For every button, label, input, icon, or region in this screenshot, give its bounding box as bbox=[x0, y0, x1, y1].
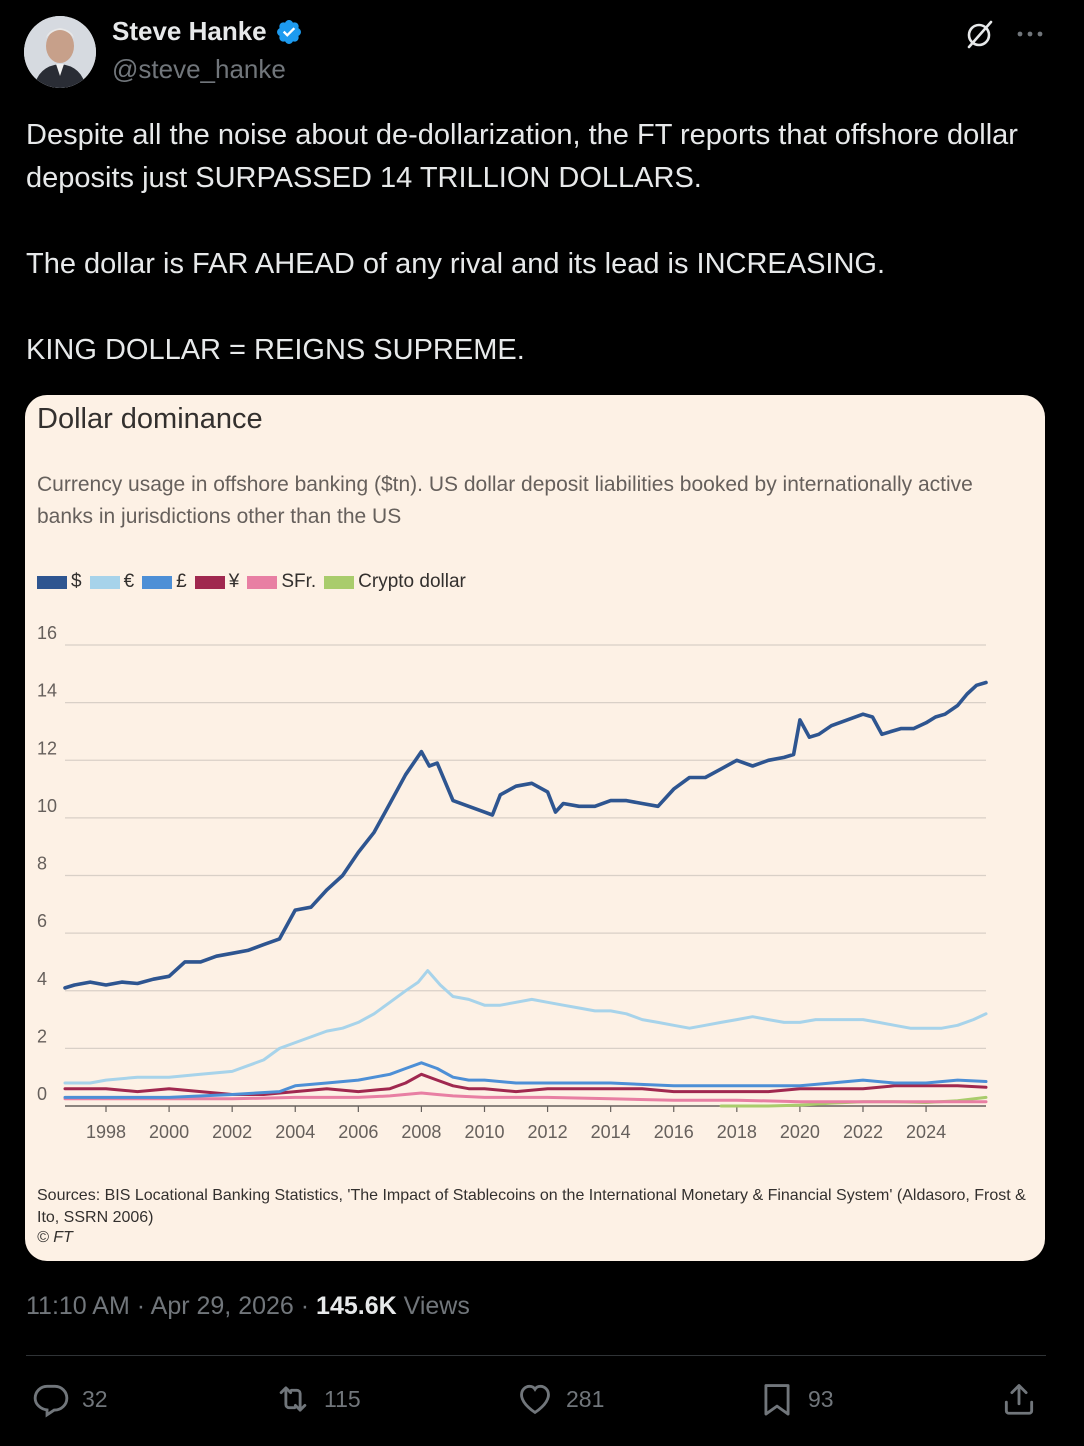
y-tick-label: 12 bbox=[37, 738, 57, 758]
reply-count: 32 bbox=[82, 1385, 108, 1412]
legend-item: SFr. bbox=[247, 571, 316, 593]
share-icon bbox=[1004, 1384, 1034, 1415]
tweet-time[interactable]: 11:10 AM bbox=[26, 1292, 130, 1320]
x-tick-label: 2000 bbox=[149, 1122, 189, 1142]
separator-dot: · bbox=[300, 1292, 310, 1320]
legend-swatch bbox=[247, 575, 278, 589]
y-tick-label: 16 bbox=[37, 623, 57, 643]
x-tick-label: 2014 bbox=[591, 1122, 631, 1142]
legend-item: £ bbox=[142, 571, 187, 593]
separator-dot: · bbox=[136, 1292, 146, 1320]
legend-label: Crypto dollar bbox=[358, 571, 466, 592]
author-handle[interactable]: @steve_hanke bbox=[112, 54, 286, 84]
legend-swatch bbox=[37, 575, 67, 589]
x-tick-label: 2024 bbox=[906, 1122, 946, 1142]
legend-swatch bbox=[89, 575, 120, 589]
chart-subtitle: Currency usage in offshore banking ($tn)… bbox=[37, 473, 973, 528]
legend-label: € bbox=[123, 571, 135, 592]
legend-swatch bbox=[142, 575, 173, 589]
author-avatar[interactable] bbox=[24, 16, 96, 88]
series-line-franc bbox=[63, 1091, 988, 1104]
views-label: Views bbox=[403, 1292, 470, 1320]
like-icon bbox=[520, 1384, 550, 1415]
chart-source: Sources: BIS Locational Banking Statisti… bbox=[37, 1187, 1026, 1226]
line-chart: 0 2 4 6 8 10 12 14 16 1998 2000 2002 2004 2006 2008 201… bbox=[37, 623, 988, 1142]
bookmark-icon bbox=[764, 1384, 790, 1416]
share-button[interactable] bbox=[1000, 1380, 1038, 1418]
x-tick-label: 2002 bbox=[212, 1122, 252, 1142]
y-tick-label: 0 bbox=[37, 1084, 47, 1104]
legend-item: ¥ bbox=[194, 571, 240, 593]
y-tick-label: 4 bbox=[37, 969, 47, 989]
reply-icon bbox=[33, 1384, 69, 1418]
bookmark-button[interactable]: 93 bbox=[758, 1380, 834, 1418]
legend-item: $ bbox=[37, 571, 82, 593]
grok-icon[interactable] bbox=[964, 18, 996, 50]
legend-label: £ bbox=[176, 571, 187, 592]
bookmark-count: 93 bbox=[808, 1385, 834, 1412]
tweet-timestamp: 11:10 AM · Apr 29, 2026 · 145.6K Views bbox=[26, 1292, 470, 1321]
legend-label: $ bbox=[71, 571, 82, 592]
y-tick-label: 8 bbox=[37, 854, 47, 874]
tweet-paragraph: The dollar is FAR AHEAD of any rival and… bbox=[26, 248, 886, 280]
x-tick-label: 2022 bbox=[843, 1122, 883, 1142]
x-tick-label: 2010 bbox=[464, 1122, 504, 1142]
chart-title: Dollar dominance bbox=[37, 403, 263, 435]
divider bbox=[26, 1355, 1046, 1356]
legend-swatch bbox=[194, 575, 225, 589]
more-icon[interactable] bbox=[1012, 20, 1048, 48]
repost-icon bbox=[279, 1386, 307, 1412]
y-tick-label: 2 bbox=[37, 1026, 47, 1046]
tweet-paragraph: Despite all the noise about de-dollariza… bbox=[26, 119, 1018, 194]
chart-legend: $ € £ ¥ SFr. Crypto dollar bbox=[37, 571, 474, 593]
x-tick-label: 2004 bbox=[275, 1122, 315, 1142]
repost-count: 115 bbox=[324, 1385, 361, 1412]
verified-badge-icon bbox=[276, 19, 301, 44]
like-count: 281 bbox=[566, 1385, 605, 1412]
author-display-name[interactable]: Steve Hanke bbox=[112, 16, 267, 46]
series-line-euro bbox=[63, 969, 988, 1085]
y-tick-label: 10 bbox=[37, 796, 57, 816]
tweet-paragraph: KING DOLLAR = REIGNS SUPREME. bbox=[26, 334, 525, 366]
legend-item: Crypto dollar bbox=[324, 571, 466, 593]
legend-swatch bbox=[324, 575, 355, 589]
avatar-image bbox=[24, 16, 96, 88]
y-tick-label: 14 bbox=[37, 681, 57, 701]
legend-label: ¥ bbox=[228, 571, 240, 592]
series-line-dollar bbox=[63, 680, 988, 990]
tweet-date[interactable]: Apr 29, 2026 bbox=[150, 1292, 294, 1320]
x-tick-label: 1998 bbox=[86, 1122, 126, 1142]
x-tick-label: 2020 bbox=[780, 1122, 820, 1142]
x-tick-label: 2008 bbox=[401, 1122, 441, 1142]
x-tick-label: 2016 bbox=[654, 1122, 694, 1142]
like-button[interactable]: 281 bbox=[516, 1380, 604, 1418]
legend-item: € bbox=[89, 571, 135, 593]
chart-card[interactable]: Dollar dominance Currency usage in offsh… bbox=[25, 395, 1045, 1261]
tweet-text: Despite all the noise about de-dollariza… bbox=[26, 114, 1056, 372]
views-count: 145.6K bbox=[316, 1292, 397, 1320]
chart-copyright: © FT bbox=[37, 1229, 73, 1246]
repost-button[interactable]: 115 bbox=[274, 1380, 361, 1418]
x-tick-label: 2006 bbox=[338, 1122, 378, 1142]
y-tick-label: 6 bbox=[37, 911, 47, 931]
reply-button[interactable]: 32 bbox=[32, 1380, 108, 1418]
series-line-pound bbox=[63, 1061, 988, 1099]
legend-label: SFr. bbox=[281, 571, 317, 592]
x-tick-label: 2018 bbox=[717, 1122, 757, 1142]
author-name-row: Steve Hanke bbox=[112, 16, 303, 47]
x-tick-label: 2012 bbox=[528, 1122, 568, 1142]
